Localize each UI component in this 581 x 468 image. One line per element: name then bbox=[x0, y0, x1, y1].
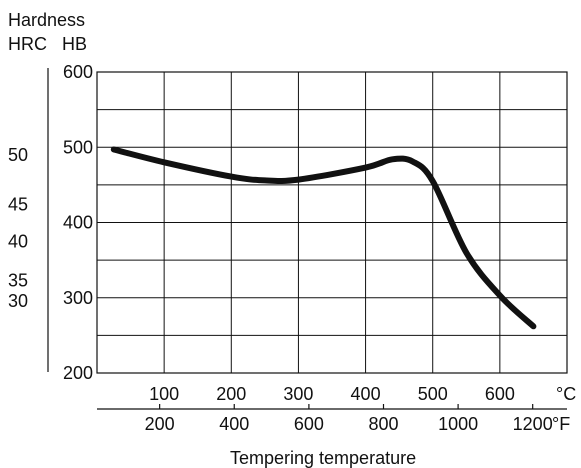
plot-frame bbox=[96, 71, 568, 374]
hrc-tick-label: 40 bbox=[8, 231, 28, 251]
fahrenheit-tick-label: 400 bbox=[219, 414, 249, 434]
hrc-tick-label: 50 bbox=[8, 145, 28, 165]
celsius-tick-label: 300 bbox=[283, 384, 313, 404]
celsius-tick-label: 600 bbox=[485, 384, 515, 404]
hb-tick-label: 400 bbox=[63, 213, 93, 233]
celsius-tick-label: 200 bbox=[216, 384, 246, 404]
hb-tick-labels: 200 300 400 500 600 bbox=[63, 62, 93, 383]
grid-layer bbox=[97, 72, 567, 373]
fahrenheit-tick-label: 600 bbox=[294, 414, 324, 434]
y-axis-title: Hardness bbox=[8, 10, 85, 30]
celsius-unit-label: °C bbox=[556, 384, 576, 404]
celsius-tick-label: 100 bbox=[149, 384, 179, 404]
fahrenheit-tick-label: 1000 bbox=[438, 414, 478, 434]
hb-tick-label: 600 bbox=[63, 62, 93, 82]
hrc-tick-label: 35 bbox=[8, 270, 28, 290]
hb-tick-label: 200 bbox=[63, 363, 93, 383]
hrc-tick-label: 30 bbox=[8, 291, 28, 311]
hb-unit-label: HB bbox=[62, 34, 87, 54]
fahrenheit-tick-label: 1200 bbox=[513, 414, 553, 434]
x-axis-title: Tempering temperature bbox=[230, 448, 416, 468]
fahrenheit-tick-labels: 200 400 600 800 1000 1200 bbox=[145, 404, 553, 434]
series-layer bbox=[110, 146, 537, 330]
hrc-unit-label: HRC bbox=[8, 34, 47, 54]
celsius-tick-label: 400 bbox=[351, 384, 381, 404]
celsius-tick-label: 500 bbox=[418, 384, 448, 404]
hardness-curve bbox=[110, 146, 537, 330]
fahrenheit-tick-label: 800 bbox=[368, 414, 398, 434]
hb-tick-label: 500 bbox=[63, 137, 93, 157]
fahrenheit-unit-label: °F bbox=[552, 414, 570, 434]
hrc-tick-label: 45 bbox=[8, 194, 28, 214]
hb-tick-label: 300 bbox=[63, 288, 93, 308]
fahrenheit-tick-label: 200 bbox=[145, 414, 175, 434]
celsius-tick-labels: 100 200 300 400 500 600 bbox=[149, 384, 515, 404]
